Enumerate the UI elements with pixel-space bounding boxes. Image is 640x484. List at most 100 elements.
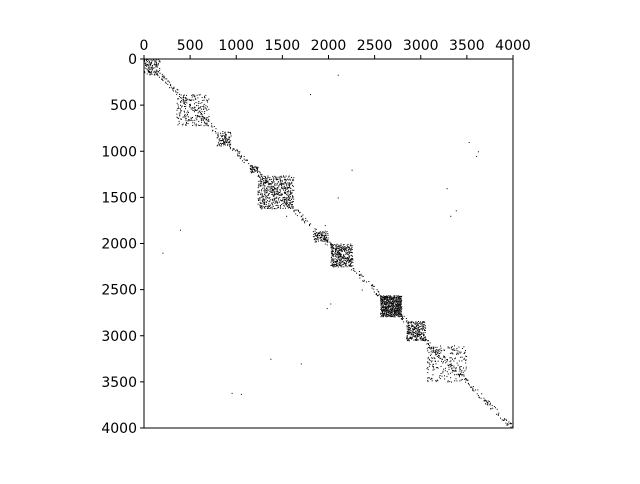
nonzero-marker (338, 254, 340, 256)
nonzero-marker (393, 303, 394, 305)
nonzero-marker (448, 368, 450, 370)
nonzero-marker (331, 263, 333, 265)
nonzero-marker (263, 183, 265, 185)
nonzero-marker (492, 407, 494, 409)
nonzero-marker (415, 340, 417, 341)
nonzero-marker (291, 201, 293, 203)
nonzero-marker (223, 144, 224, 146)
nonzero-marker (260, 194, 262, 195)
nonzero-marker (290, 202, 292, 204)
nonzero-marker (252, 168, 254, 170)
nonzero-marker (444, 367, 446, 369)
nonzero-marker (288, 175, 290, 177)
nonzero-marker (414, 322, 416, 324)
nonzero-marker (221, 144, 222, 146)
nonzero-marker (192, 120, 194, 122)
nonzero-marker (265, 182, 266, 184)
nonzero-marker (239, 156, 241, 158)
nonzero-marker (407, 338, 409, 340)
nonzero-marker (269, 188, 271, 190)
nonzero-marker (315, 233, 317, 235)
nonzero-marker (453, 360, 455, 362)
nonzero-marker (409, 332, 411, 333)
nonzero-marker (501, 419, 503, 421)
nonzero-marker (427, 362, 429, 364)
nonzero-marker (455, 367, 457, 369)
nonzero-marker (348, 264, 350, 266)
nonzero-marker (194, 107, 196, 109)
nonzero-marker (188, 119, 189, 121)
nonzero-marker (400, 298, 402, 300)
nonzero-marker (420, 321, 421, 323)
nonzero-marker (271, 188, 273, 189)
nonzero-marker (396, 300, 398, 302)
nonzero-marker (288, 202, 290, 204)
nonzero-marker (428, 352, 430, 354)
nonzero-marker (390, 315, 392, 317)
nonzero-marker (253, 166, 255, 168)
nonzero-marker (431, 350, 433, 352)
nonzero-marker (255, 168, 257, 170)
nonzero-marker (276, 193, 278, 195)
nonzero-marker (173, 86, 175, 88)
nonzero-marker (263, 190, 265, 192)
nonzero-marker (185, 99, 187, 101)
nonzero-marker (327, 233, 329, 235)
nonzero-marker (152, 60, 154, 62)
nonzero-marker (266, 195, 268, 197)
nonzero-marker (284, 199, 286, 200)
nonzero-marker (372, 284, 374, 286)
nonzero-marker (281, 183, 283, 185)
nonzero-marker (331, 264, 333, 266)
nonzero-marker (444, 375, 445, 377)
nonzero-marker (206, 122, 208, 124)
nonzero-marker (259, 199, 261, 201)
nonzero-marker (275, 191, 277, 193)
nonzero-marker (189, 104, 191, 105)
nonzero-marker (146, 73, 148, 75)
nonzero-marker (180, 100, 182, 102)
nonzero-marker (457, 374, 459, 376)
nonzero-marker (392, 309, 394, 311)
nonzero-marker (440, 345, 441, 347)
nonzero-marker (428, 377, 430, 379)
nonzero-marker (399, 297, 401, 299)
nonzero-marker (345, 264, 347, 266)
nonzero-marker (271, 185, 273, 187)
nonzero-marker (411, 321, 413, 323)
nonzero-marker (292, 196, 294, 198)
nonzero-marker (413, 332, 415, 334)
nonzero-marker (431, 380, 433, 382)
nonzero-marker (385, 308, 387, 310)
nonzero-marker (408, 330, 410, 332)
nonzero-marker (267, 182, 269, 184)
nonzero-marker (341, 257, 343, 259)
nonzero-marker (169, 87, 170, 89)
nonzero-marker (430, 346, 432, 348)
nonzero-marker (377, 290, 379, 292)
nonzero-marker (391, 312, 393, 313)
nonzero-marker (402, 316, 403, 318)
nonzero-marker (389, 314, 390, 316)
nonzero-marker (331, 249, 333, 251)
nonzero-marker (278, 186, 280, 188)
nonzero-marker (411, 336, 413, 338)
nonzero-marker (330, 247, 332, 249)
nonzero-marker (420, 323, 422, 325)
nonzero-marker (275, 188, 277, 190)
nonzero-marker (388, 307, 390, 309)
nonzero-marker (271, 193, 273, 195)
nonzero-marker (344, 248, 346, 250)
nonzero-marker (449, 347, 451, 349)
nonzero-marker (436, 367, 438, 368)
nonzero-marker (459, 367, 461, 369)
nonzero-marker (406, 338, 407, 340)
nonzero-marker (416, 329, 418, 331)
nonzero-marker (346, 249, 347, 251)
nonzero-marker (164, 78, 166, 80)
nonzero-marker (380, 306, 382, 308)
nonzero-marker (421, 322, 423, 324)
nonzero-marker (343, 260, 345, 262)
nonzero-marker (457, 373, 459, 375)
